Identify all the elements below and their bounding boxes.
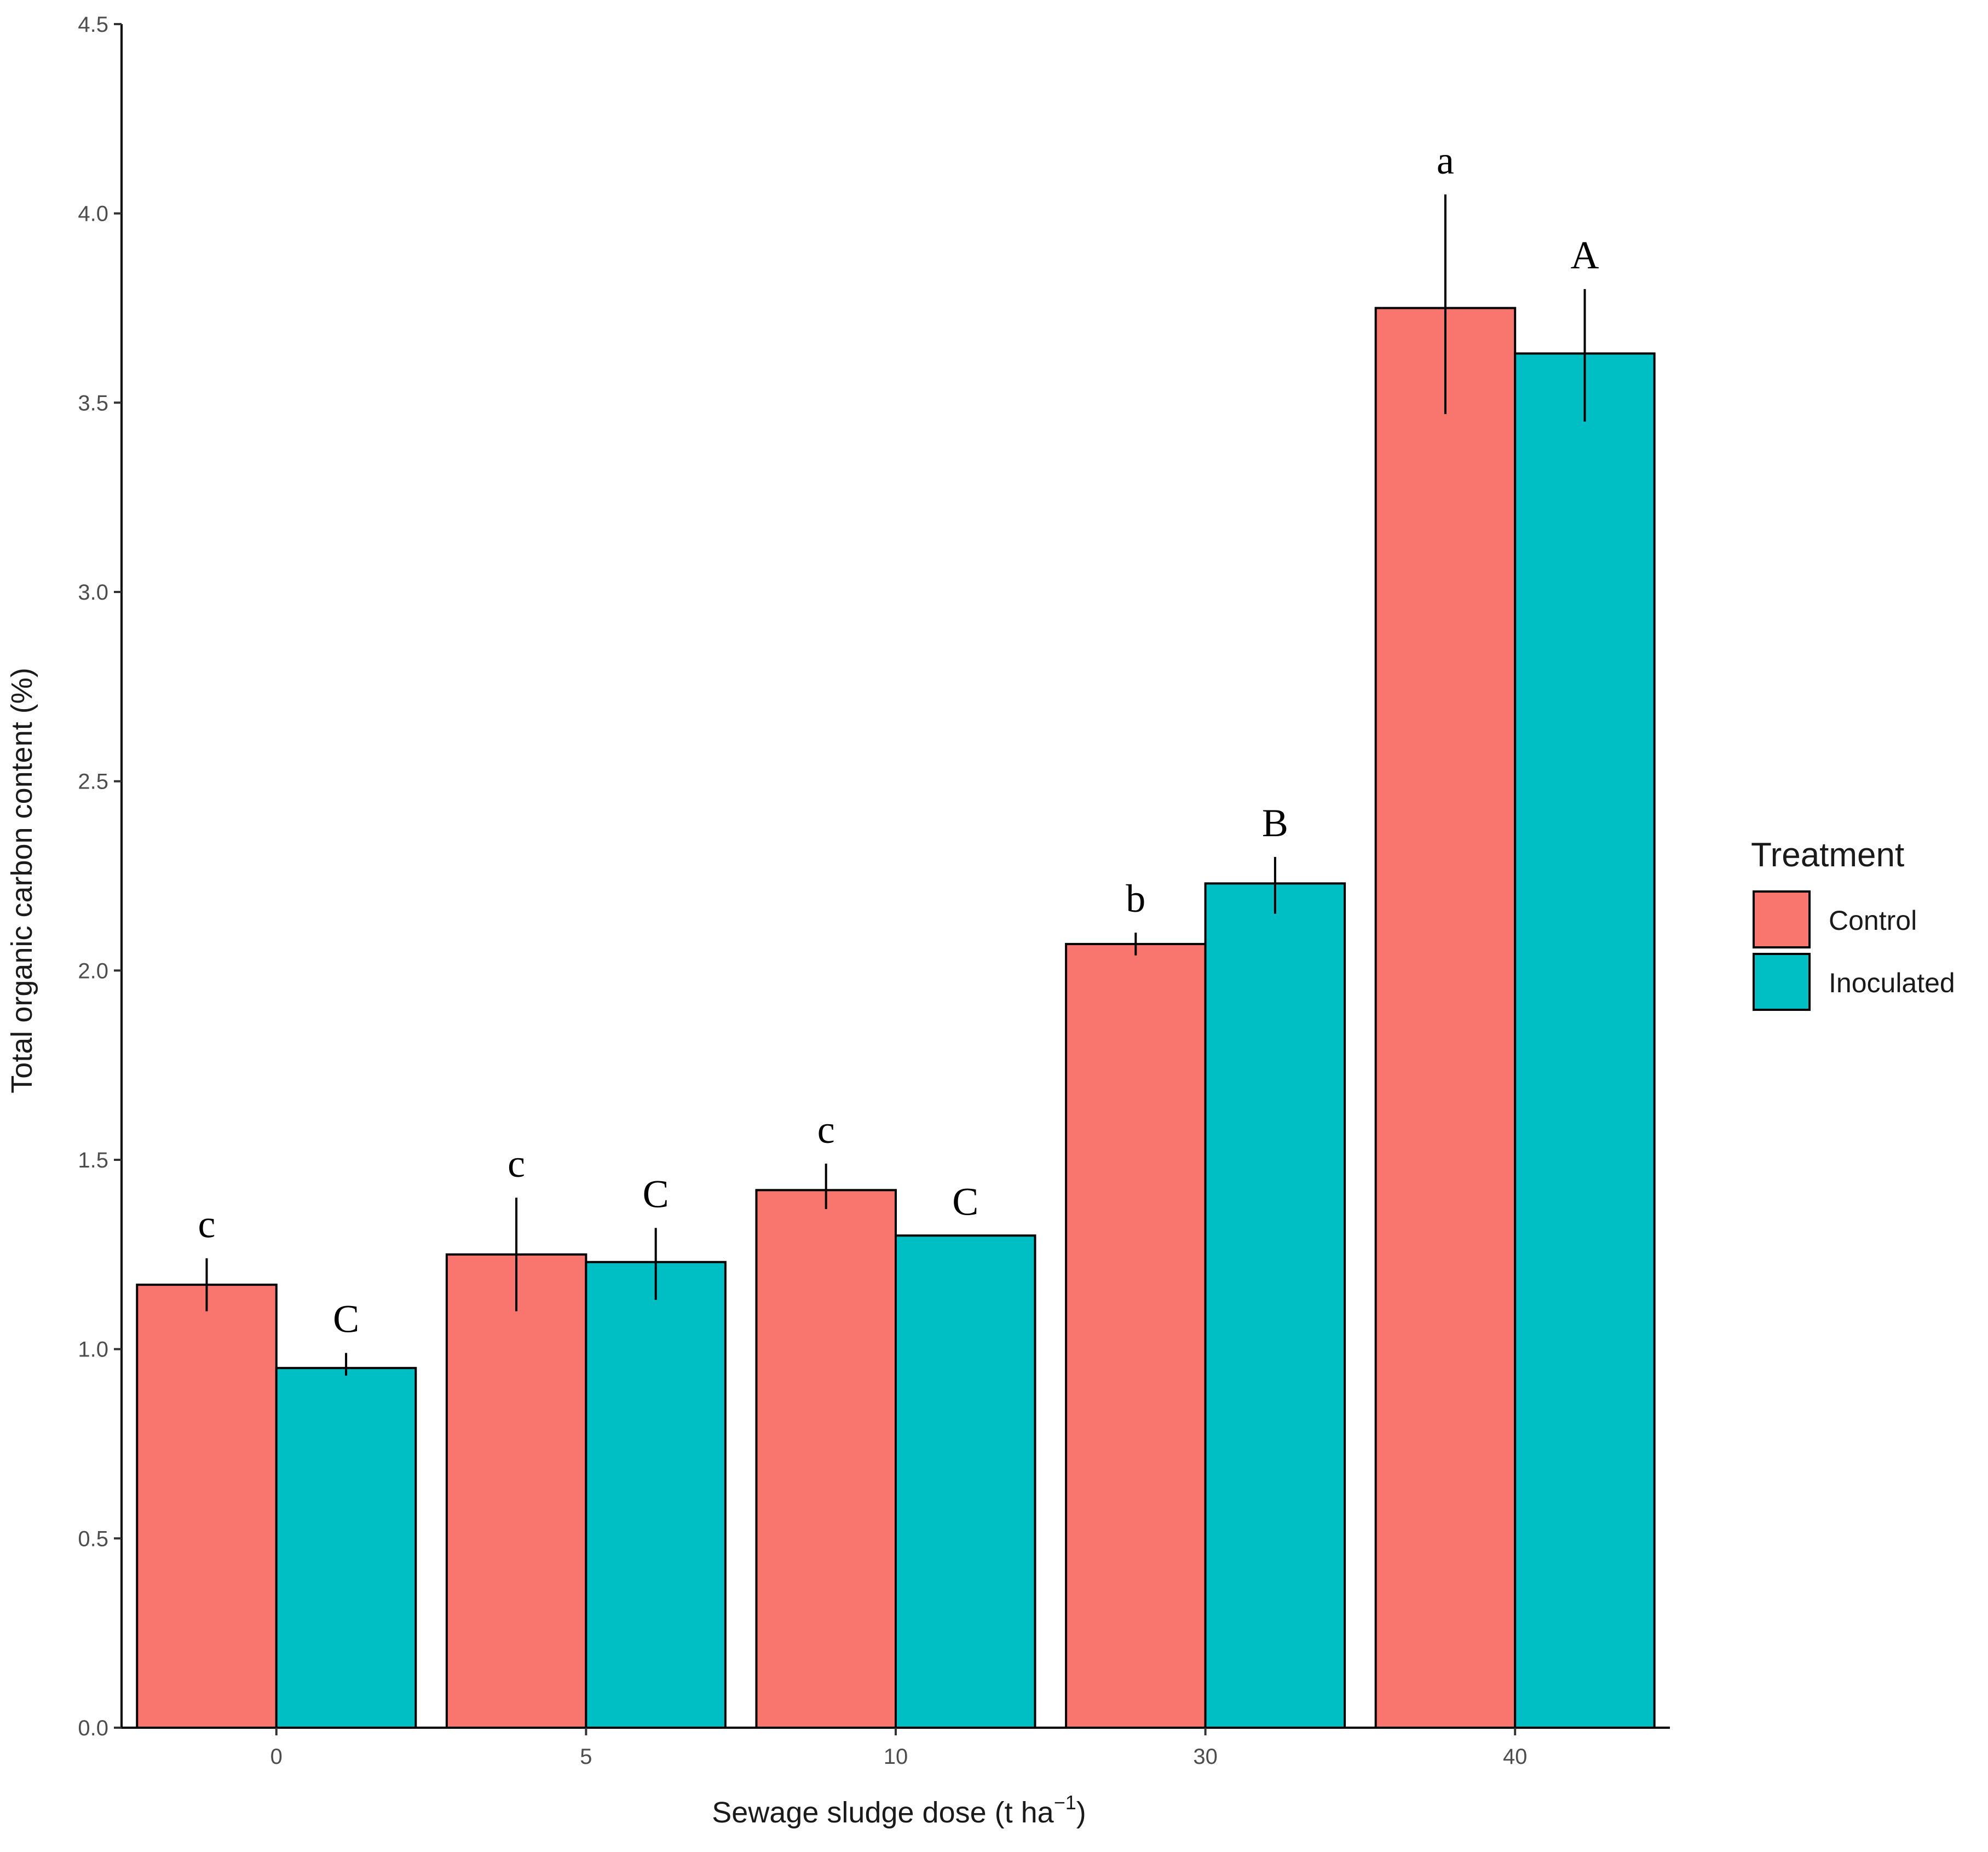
x-axis-title-main: Sewage sludge dose (t ha	[712, 1796, 1054, 1829]
legend-swatch-inoculated	[1753, 953, 1811, 1011]
significance-letter-control-0: c	[198, 1203, 216, 1246]
error-bars-layer	[205, 194, 1586, 1376]
bar-inoculated-30	[1204, 882, 1346, 1729]
bar-control-0	[136, 1284, 278, 1729]
significance-letter-control-10: c	[817, 1108, 835, 1152]
bars-layer	[136, 307, 1656, 1729]
y-tick-label-0.5: 0.5	[78, 1527, 108, 1551]
y-tick-label-2.0: 2.0	[78, 959, 108, 983]
significance-letter-inoculated-5: C	[643, 1172, 669, 1216]
significance-letter-inoculated-30: B	[1262, 801, 1288, 845]
y-axis-title: Total organic carbon content (%)	[5, 668, 38, 1093]
legend-label-control: Control	[1829, 905, 1917, 936]
x-axis-title-suffix: )	[1076, 1796, 1086, 1829]
significance-letter-control-5: c	[508, 1142, 525, 1186]
legend-label-inoculated: Inoculated	[1829, 968, 1955, 998]
x-tick-label-0: 0	[270, 1745, 283, 1769]
x-tick-label-30: 30	[1193, 1745, 1218, 1769]
x-tick-label-10: 10	[884, 1745, 908, 1769]
y-tick-label-1.5: 1.5	[78, 1148, 108, 1172]
significance-letter-control-30: b	[1126, 877, 1145, 921]
significance-letter-inoculated-0: C	[333, 1297, 359, 1341]
x-tick-label-5: 5	[580, 1745, 592, 1769]
bar-control-30	[1065, 942, 1207, 1729]
legend-swatch-control	[1753, 890, 1811, 948]
y-tick-label-4.5: 4.5	[78, 13, 108, 37]
bar-control-5	[445, 1253, 587, 1729]
significance-letter-inoculated-40: A	[1571, 233, 1599, 277]
bar-control-10	[755, 1189, 897, 1729]
significance-letter-inoculated-10: C	[952, 1180, 978, 1223]
y-tick-label-2.5: 2.5	[78, 770, 108, 794]
legend-title: Treatment	[1751, 836, 1904, 874]
legend: Treatment Control Inoculated	[1751, 836, 1955, 1011]
bar-inoculated-40	[1514, 352, 1656, 1729]
y-tick-label-3.5: 3.5	[78, 391, 108, 415]
y-tick-label-3.0: 3.0	[78, 580, 108, 605]
ticks-layer: 0 5 10 30 40 0.0 0.5 1.0 1.5 2.0 2.5 3.0 3.5 4.0 4.5	[78, 13, 1527, 1769]
y-tick-label-1.0: 1.0	[78, 1338, 108, 1362]
bar-inoculated-0	[275, 1367, 417, 1729]
x-axis-title-superscript: −1	[1054, 1791, 1076, 1814]
y-tick-label-4.0: 4.0	[78, 202, 108, 226]
bar-control-40	[1374, 307, 1517, 1729]
bar-inoculated-10	[895, 1234, 1036, 1729]
bar-inoculated-5	[585, 1261, 727, 1729]
y-tick-label-0.0: 0.0	[78, 1716, 108, 1740]
x-axis-title: Sewage sludge dose (t ha−1)	[712, 1791, 1086, 1829]
significance-letters-layer: c Cc Cc Cb Ba A	[198, 139, 1599, 1341]
significance-letter-control-40: a	[1437, 139, 1454, 182]
x-tick-label-40: 40	[1503, 1745, 1528, 1769]
